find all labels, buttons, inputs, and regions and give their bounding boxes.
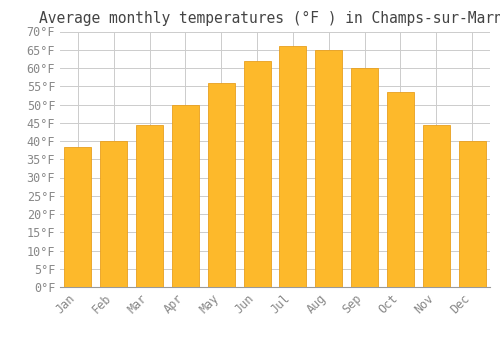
Title: Average monthly temperatures (°F ) in Champs-sur-Marne: Average monthly temperatures (°F ) in Ch… [39, 11, 500, 26]
Bar [316, 50, 342, 287]
Bar [423, 125, 450, 287]
Bar [136, 125, 163, 287]
Bar [280, 46, 306, 287]
Bar [387, 92, 414, 287]
Bar [208, 83, 234, 287]
Bar [100, 141, 127, 287]
Bar [458, 141, 485, 287]
Bar [64, 147, 92, 287]
Bar [172, 105, 199, 287]
Bar [351, 68, 378, 287]
Bar [244, 61, 270, 287]
